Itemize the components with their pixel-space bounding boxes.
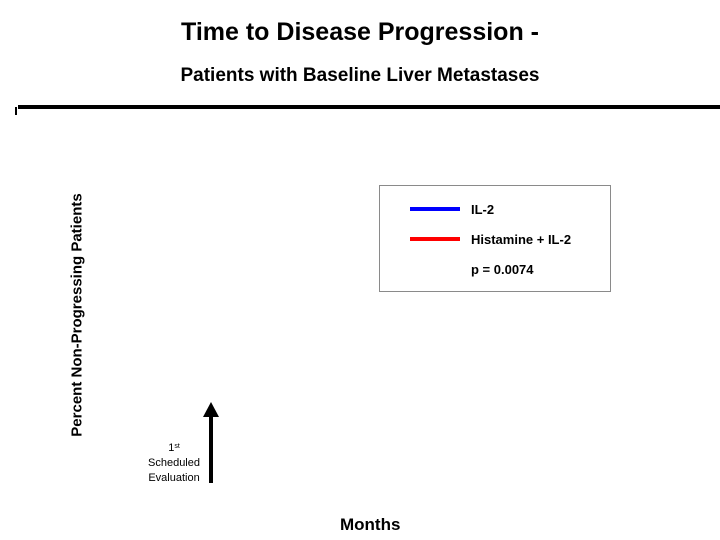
annotation-line-1: 1st (134, 441, 214, 456)
chart-title: Time to Disease Progression - (181, 18, 539, 46)
p-value-annotation: p = 0.0074 (471, 261, 534, 277)
legend: IL-2 Histamine + IL-2 p = 0.0074 (379, 185, 611, 292)
x-axis-label: Months (340, 515, 401, 534)
legend-swatch-il2 (410, 207, 460, 211)
y-axis-label: Percent Non-Progressing Patients (68, 193, 86, 437)
legend-swatch-histamine-il2 (410, 237, 460, 241)
legend-label-il2: IL-2 (471, 201, 495, 217)
annotation-line-3: Evaluation (148, 472, 200, 484)
chart-subtitle: Patients with Baseline Liver Metastases (180, 65, 540, 86)
annotation-ordinal-suffix: st (174, 443, 180, 450)
evaluation-arrow-head (203, 402, 219, 417)
annotation-line-2: Scheduled (148, 457, 200, 469)
legend-label-histamine-il2: Histamine + IL-2 (471, 231, 572, 247)
annotation-ordinal: 1 (168, 442, 175, 454)
scheduled-evaluation-annotation: 1st Scheduled Evaluation (134, 441, 214, 486)
